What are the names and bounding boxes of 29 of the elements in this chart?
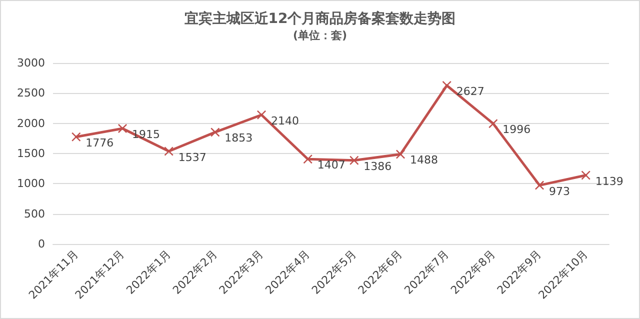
chart-title: 宜宾主城区近12个月商品房备案套数走势图 — [184, 10, 456, 27]
point — [72, 132, 81, 142]
data-label: 1488 — [410, 154, 438, 167]
point — [303, 154, 312, 164]
data-label: 1996 — [502, 123, 531, 136]
y-tick-label: 3000 — [17, 56, 45, 70]
point — [396, 150, 405, 159]
data-label: 1407 — [317, 158, 346, 172]
y-tick-label: 1000 — [17, 177, 45, 190]
y-tick-label: 0 — [38, 238, 45, 250]
y-tick-label: 500 — [24, 207, 45, 220]
point — [210, 128, 220, 137]
data-label: 2627 — [456, 85, 484, 98]
y-tick-label: 1500 — [17, 147, 45, 160]
point — [350, 156, 359, 165]
data-label: 1386 — [364, 160, 392, 173]
data-label: 2140 — [271, 114, 299, 128]
chart-subtitle: (单位：套) — [292, 29, 348, 42]
point — [535, 180, 544, 190]
data-label: 1537 — [178, 150, 206, 164]
point — [442, 81, 452, 90]
data-label: 973 — [549, 184, 570, 198]
point — [488, 119, 498, 128]
y-tick-label: 2000 — [17, 116, 45, 130]
point — [257, 110, 266, 120]
data-label: 1139 — [595, 174, 624, 188]
data-label: 1853 — [224, 132, 253, 145]
data-label: 1776 — [86, 136, 114, 150]
y-tick-label: 2500 — [17, 86, 45, 100]
